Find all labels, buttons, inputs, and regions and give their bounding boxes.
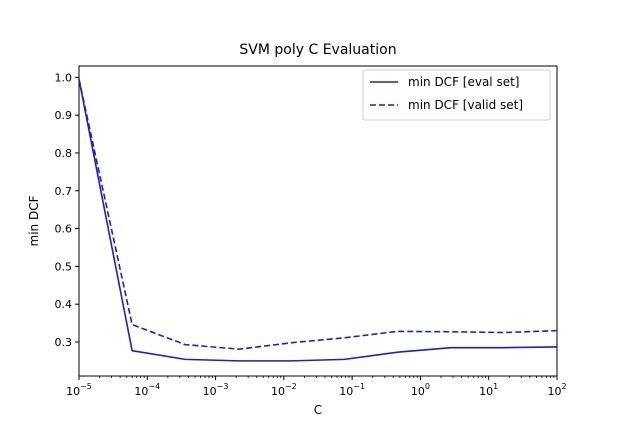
x-tick-label: 10−4 xyxy=(134,382,160,398)
y-tick-label: 0.7 xyxy=(55,185,73,198)
y-tick-label: 0.8 xyxy=(55,147,73,160)
y-tick-label: 0.3 xyxy=(55,336,73,349)
series-layer xyxy=(78,79,558,362)
y-tick-label: 0.9 xyxy=(55,109,73,122)
y-tick-label: 0.4 xyxy=(55,298,73,311)
series-line-valid xyxy=(78,79,558,350)
x-tick-label: 10−2 xyxy=(271,382,297,398)
y-tick-label: 0.6 xyxy=(55,223,73,236)
chart-title: SVM poly C Evaluation xyxy=(239,42,396,58)
series-line-eval xyxy=(78,79,558,362)
legend-box xyxy=(362,69,551,121)
plot-area xyxy=(78,65,558,377)
x-tick-label: 10−3 xyxy=(203,382,229,398)
y-tick-label: 1.0 xyxy=(55,71,73,84)
legend-label-eval: min DCF [eval set] xyxy=(408,75,519,89)
legend: min DCF [eval set] min DCF [valid set] xyxy=(362,69,551,121)
x-tick-label: 102 xyxy=(547,382,566,398)
y-axis-label: min DCF xyxy=(27,195,41,246)
x-axis: 10−5 10−4 10−3 10−2 10−1 100 101 102 xyxy=(66,376,567,398)
x-tick-label: 10−1 xyxy=(339,382,365,398)
y-tick-label: 0.5 xyxy=(55,260,73,273)
x-tick-label: 10−5 xyxy=(66,382,92,398)
x-tick-label: 100 xyxy=(411,382,430,398)
x-tick-label: 101 xyxy=(479,382,498,398)
legend-label-valid: min DCF [valid set] xyxy=(408,98,523,112)
y-axis: 0.3 0.4 0.5 0.6 0.7 0.8 0.9 1.0 xyxy=(55,71,79,349)
x-axis-label: C xyxy=(314,403,322,417)
